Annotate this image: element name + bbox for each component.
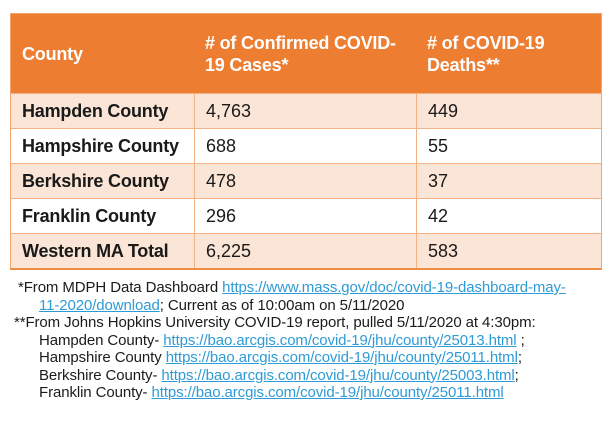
footnote-text: ;: [516, 331, 525, 349]
footnote-text: Hampden County-: [39, 331, 164, 349]
table-row-franklin: Franklin County 296 42: [11, 198, 601, 233]
footnote-text: Franklin County-: [39, 384, 152, 401]
deaths-value: 55: [416, 129, 601, 163]
hampden-county-link[interactable]: https://bao.arcgis.com/covid-19/jhu/coun…: [163, 331, 517, 349]
footnote-jhu-line: **From Johns Hopkins University COVID-19…: [14, 314, 536, 331]
county-name: Hampden County: [22, 100, 169, 121]
header-deaths: # of COVID-19 Deaths**: [427, 32, 545, 75]
deaths-value: 583: [416, 234, 601, 268]
table-row-hampden: Hampden County 4,763 449: [11, 93, 601, 128]
footnote-mdph-line2: 11-2020/download; Current as of 10:00am …: [12, 297, 608, 315]
footnote-text: ; Current as of 10:00am on 5/11/2020: [159, 296, 405, 314]
footnote-mdph-line1: *From MDPH Data Dashboard https://www.ma…: [12, 279, 608, 297]
table-row-western-ma-total: Western MA Total 6,225 583: [11, 233, 601, 268]
table-row-berkshire: Berkshire County 478 37: [11, 163, 601, 198]
footnote-text: ;: [514, 366, 519, 384]
table-row-hampshire: Hampshire County 688 55: [11, 128, 601, 163]
footnote-hampden-link-line: Hampden County- https://bao.arcgis.com/c…: [12, 332, 608, 350]
header-confirmed-cases: # of Confirmed COVID-19 Cases*: [205, 32, 396, 75]
table-header-row: County # of Confirmed COVID-19 Cases* # …: [11, 14, 601, 93]
footnotes: *From MDPH Data Dashboard https://www.ma…: [12, 279, 608, 402]
cases-value: 478: [194, 164, 416, 198]
deaths-value: 449: [416, 94, 601, 128]
deaths-value: 37: [416, 164, 601, 198]
footnote-text: Hampshire County: [39, 349, 166, 366]
footnote-berkshire-link-line: Berkshire County- https://bao.arcgis.com…: [12, 367, 608, 385]
header-county: County: [22, 43, 83, 64]
cases-value: 6,225: [194, 234, 416, 268]
hampshire-county-link[interactable]: https://bao.arcgis.com/covid-19/jhu/coun…: [165, 349, 518, 366]
footnote-text: ;: [517, 349, 522, 366]
county-name: Western MA Total: [22, 240, 169, 261]
cases-value: 4,763: [194, 94, 416, 128]
deaths-value: 42: [416, 199, 601, 233]
county-name: Franklin County: [22, 205, 157, 226]
mass-gov-dashboard-link[interactable]: https://www.mass.gov/doc/covid-19-dashbo…: [222, 279, 566, 296]
footnote-text: Berkshire County-: [39, 366, 162, 384]
footnote-franklin-link-line: Franklin County- https://bao.arcgis.com/…: [12, 384, 608, 402]
covid-county-table: County # of Confirmed COVID-19 Cases* # …: [10, 13, 602, 270]
cases-value: 688: [194, 129, 416, 163]
cases-value: 296: [194, 199, 416, 233]
berkshire-county-link[interactable]: https://bao.arcgis.com/covid-19/jhu/coun…: [161, 366, 515, 384]
mass-gov-dashboard-link-continued[interactable]: 11-2020/download: [39, 296, 160, 314]
franklin-county-link[interactable]: https://bao.arcgis.com/covid-19/jhu/coun…: [151, 384, 504, 401]
footnote-text: *From MDPH Data Dashboard: [18, 279, 223, 296]
footnote-hampshire-link-line: Hampshire County https://bao.arcgis.com/…: [12, 349, 608, 367]
county-name: Berkshire County: [22, 170, 169, 191]
county-name: Hampshire County: [22, 135, 179, 156]
